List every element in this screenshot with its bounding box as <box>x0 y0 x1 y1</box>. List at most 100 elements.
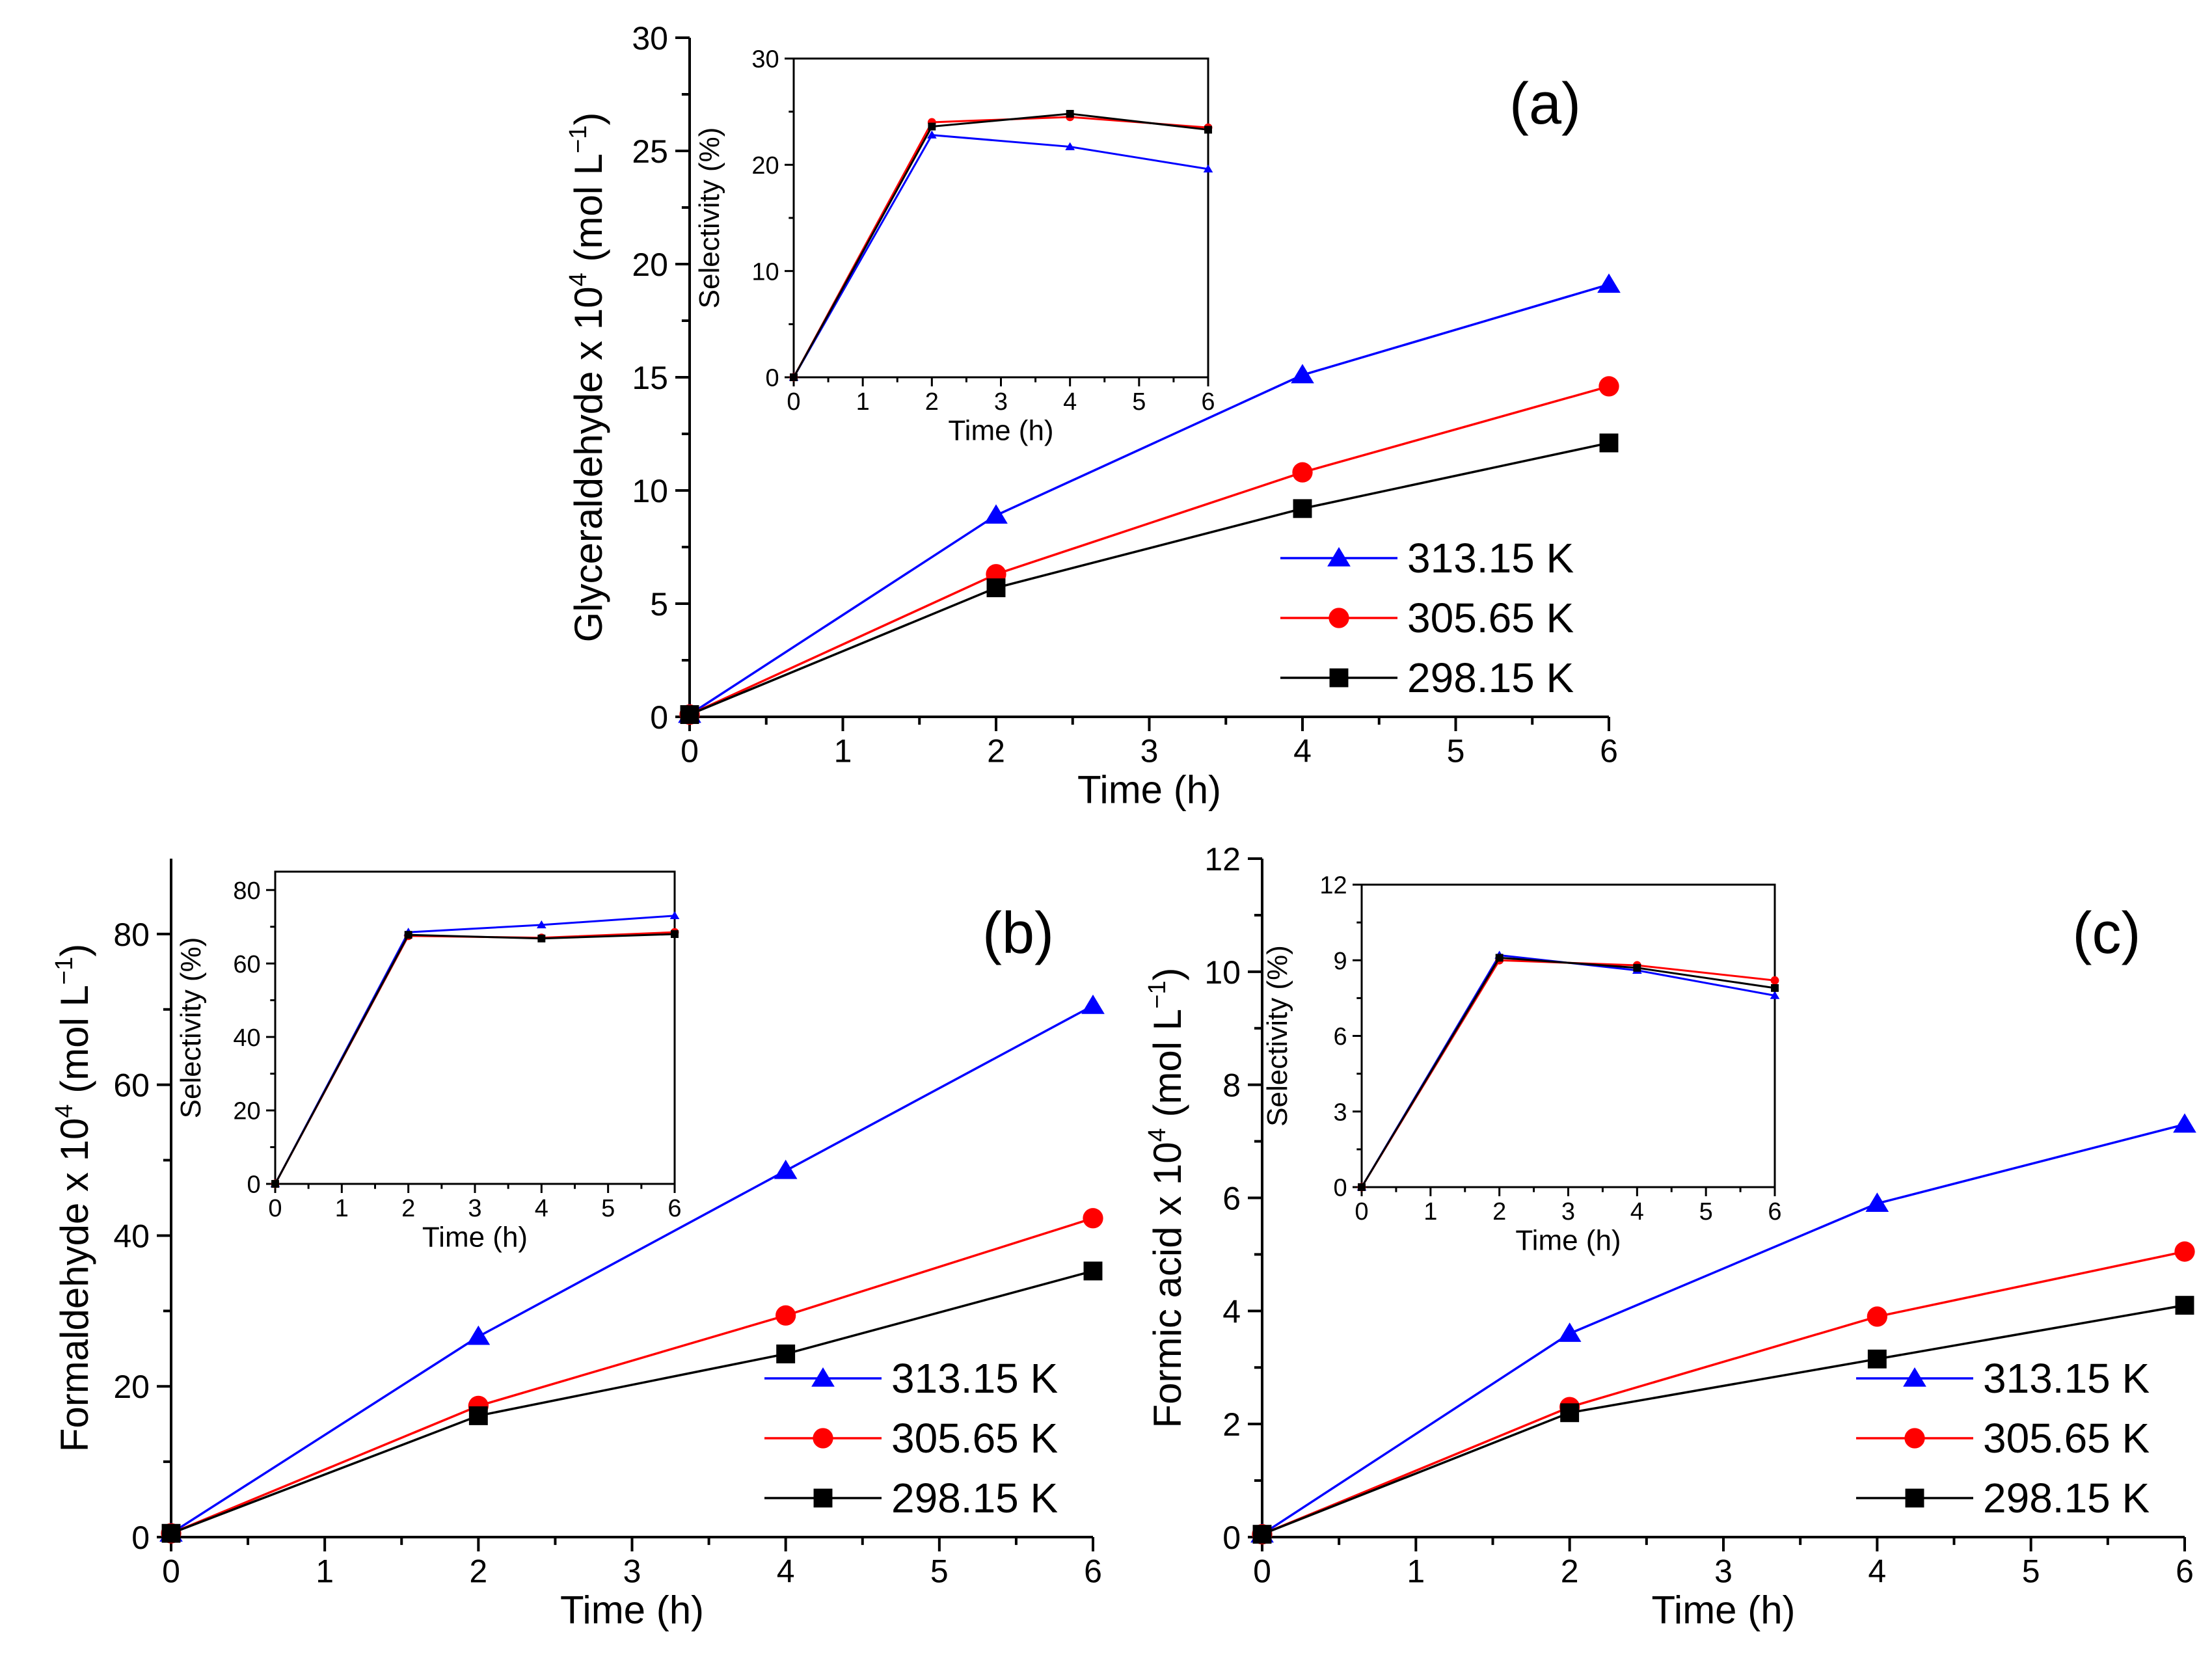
panel-c-y-tick-label: 0 <box>1222 1520 1241 1556</box>
panel-a-inset-series-line-2 <box>792 113 1209 378</box>
panel-c-x-tick-label: 1 <box>1407 1553 1425 1590</box>
panel-c-y-axis-title-ylabel-sup: 4 <box>1144 1128 1171 1142</box>
panel-b-inset-y-tick-label: 60 <box>233 951 260 978</box>
panel-b-y-tick-label: 80 <box>113 917 150 953</box>
panel-a-data-point <box>1293 499 1312 518</box>
panel-c-inset-x-axis-title: Time (h) <box>1515 1224 1621 1256</box>
panel-a-y-axis-title-ylabel: Glyceraldehyde x 10 <box>567 286 610 642</box>
panel-a-inset-x-axis-title: Time (h) <box>948 414 1053 446</box>
panel-c-data-point <box>2175 1296 2194 1315</box>
panel-a-data-point <box>1598 376 1619 397</box>
panel-a-series-line-0 <box>689 283 1610 716</box>
panel-a-x-tick-label: 0 <box>681 733 699 770</box>
panel-b-data-point <box>776 1305 796 1326</box>
panel-a-inset-y-axis-title: Selectivity (%) <box>694 127 725 309</box>
panel-b-data-point <box>468 1406 488 1425</box>
panel-b-inset-data-point <box>671 930 679 938</box>
panel-a-series-line-1 <box>689 385 1610 716</box>
panel-b-inset-data-point <box>536 920 546 929</box>
panel-a-legend-label: 305.65 K <box>1407 595 1574 641</box>
panel-c-legend-label: 305.65 K <box>1983 1415 2150 1462</box>
panel-b-inset-y-tick-label: 0 <box>247 1172 260 1199</box>
panel-c-legend-marker <box>1905 1488 1924 1508</box>
panel-a-data-point <box>1292 462 1313 483</box>
panel-c-inset-y-tick-label: 6 <box>1333 1023 1347 1051</box>
panel-b-x-tick-label: 5 <box>930 1553 949 1590</box>
panel-c-data-point <box>1867 1306 1887 1327</box>
panel-c-inset-series-line-2 <box>1360 956 1775 1188</box>
panel-a-inset-data-point <box>790 373 798 381</box>
panel-c-inset-y-tick-label: 9 <box>1333 948 1347 975</box>
panel-a-x-tick-label: 6 <box>1600 733 1618 770</box>
panel-b-series-line-0 <box>170 1004 1094 1534</box>
panel-a-panel-label: (a) <box>1509 72 1581 137</box>
panel-c-inset-data-point <box>1495 954 1504 962</box>
panel-a-y-axis-title-ylabel-unit: (mol L <box>567 154 610 273</box>
panel-a-y-axis-title-ylabel-close: ) <box>567 113 610 126</box>
panel-a-y-tick-label: 25 <box>632 133 668 170</box>
panel-a-x-tick-label: 3 <box>1140 733 1159 770</box>
panel-b-panel-label: (b) <box>982 901 1054 966</box>
panel-b-legend-label: 298.15 K <box>891 1475 1058 1521</box>
panel-a-y-tick-label: 10 <box>632 473 668 509</box>
panel-b-x-tick-label: 6 <box>1084 1553 1102 1590</box>
panel-a-inset-x-tick-label: 4 <box>1063 388 1077 416</box>
panel-c-y-axis-title-ylabel-unit: (mol L <box>1146 1009 1189 1128</box>
panel-b-y-tick-label: 0 <box>131 1520 150 1556</box>
panel-c-data-point <box>1560 1403 1580 1423</box>
panel-b-inset-x-tick-label: 1 <box>335 1195 349 1222</box>
panel-c-inset-data-point <box>1770 991 1780 999</box>
panel-b-x-axis-title: Time (h) <box>560 1588 704 1632</box>
panel-a-inset-data-point <box>928 122 936 131</box>
panel-a-legend-marker <box>1329 668 1349 688</box>
panel-a-inset-y-tick-label: 0 <box>765 365 779 392</box>
panel-a-inset-data-point <box>1204 126 1212 134</box>
panel-a-x-tick-label: 2 <box>987 733 1005 770</box>
panel-a-inset-y-tick-label: 20 <box>751 152 779 180</box>
panel-c-legend-label: 298.15 K <box>1983 1475 2150 1521</box>
panel-b-data-point <box>1083 1261 1103 1281</box>
panel-b-inset-x-axis-title: Time (h) <box>422 1221 528 1253</box>
panel-b-inset-y-tick-label: 80 <box>233 878 260 905</box>
panel-b-data-point <box>1083 1208 1103 1229</box>
panel-a-inset-series-line-0 <box>792 134 1209 378</box>
panel-c-inset-y-tick-label: 0 <box>1333 1175 1347 1202</box>
panel-a-legend: 313.15 K 305.65 K 298.15 K <box>1280 535 1574 701</box>
panel-a-legend-marker <box>1329 608 1349 628</box>
panel-a-data-point <box>986 578 1006 598</box>
panel-c-inset-frame <box>1360 883 1776 1188</box>
panel-b-data-point <box>1081 994 1105 1014</box>
panel-b-inset-x-tick-label: 5 <box>601 1195 615 1222</box>
panel-a-y-axis-title-ylabel-unit-sup: −1 <box>565 126 592 154</box>
panel-b-legend: 313.15 K 305.65 K 298.15 K <box>764 1355 1058 1521</box>
panel-c-y-axis-title-ylabel-unit-sup: −1 <box>1144 981 1171 1009</box>
panel-a-inset-data-point <box>926 130 937 139</box>
panel-c-y-axis-title-ylabel-close: ) <box>1146 968 1189 981</box>
panel-b-inset-x-tick-label: 2 <box>401 1195 415 1222</box>
panel-a-x-tick-label: 5 <box>1447 733 1465 770</box>
panel-a-inset-x-tick-label: 2 <box>925 388 939 416</box>
panel-b-y-axis-title-ylabel-close: ) <box>53 944 96 957</box>
panel-c-y-axis-title-ylabel: Formic acid x 10 <box>1146 1142 1189 1428</box>
panel-a-inset-y-tick-label: 10 <box>751 258 779 286</box>
panel-a-inset-data-point <box>1203 164 1213 173</box>
panel-c-inset-x-tick-label: 4 <box>1630 1198 1644 1226</box>
panel-b-data-point <box>774 1159 798 1179</box>
panel-b-x-tick-label: 1 <box>316 1553 334 1590</box>
panel-b-legend-label: 313.15 K <box>891 1355 1058 1402</box>
panel-b-inset-data-point <box>669 911 680 920</box>
panel-b-y-axis-title-ylabel: Formaldehyde x 10 <box>53 1118 96 1453</box>
panel-c-series-line-1 <box>1261 1250 2185 1536</box>
panel-b-inset-y-tick-label: 40 <box>233 1025 260 1052</box>
panel-a-y-tick-label: 20 <box>632 247 668 283</box>
panel-c-x-tick-label: 2 <box>1561 1553 1579 1590</box>
panel-b-y-axis-title-ylabel-unit: (mol L <box>53 985 96 1104</box>
panel-c-inset-y-axis-title: Selectivity (%) <box>1261 945 1293 1127</box>
panel-b-x-tick-label: 4 <box>777 1553 795 1590</box>
panel-a-inset-x-tick-label: 5 <box>1132 388 1146 416</box>
panel-a-legend-label: 298.15 K <box>1407 654 1574 701</box>
panel-b-data-point <box>161 1523 181 1543</box>
panel-c-data-point <box>1865 1192 1889 1212</box>
